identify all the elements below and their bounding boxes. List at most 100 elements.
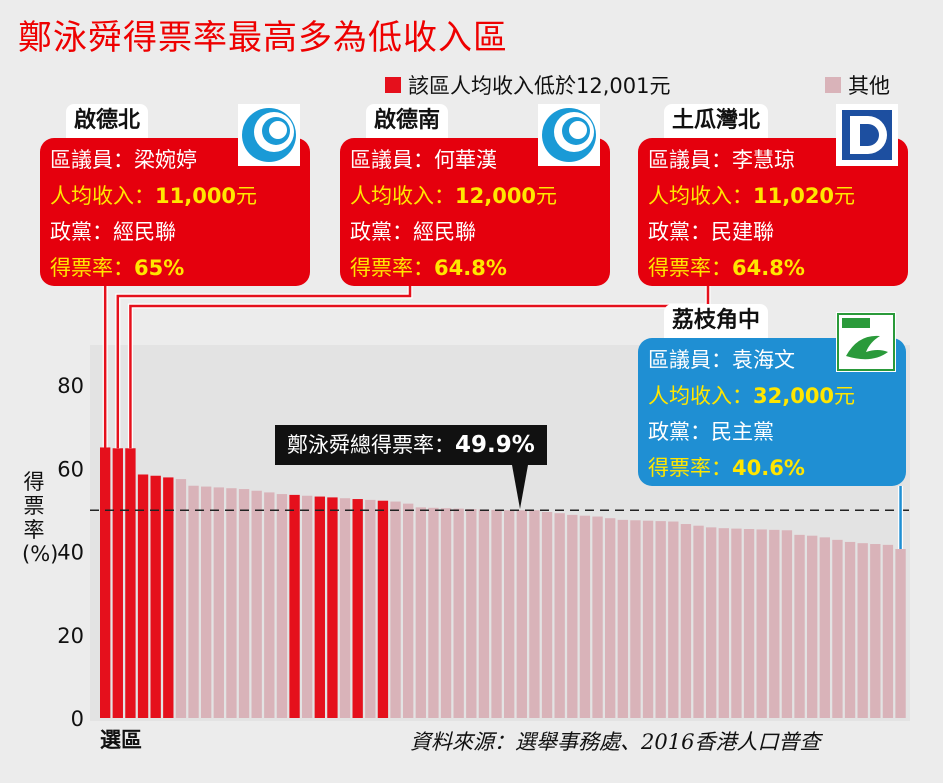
district-card-2: 區議員：何華漢 人均收入：12,000元 政黨：經民聯 得票率：64.8% (340, 138, 610, 286)
bar (541, 511, 553, 718)
bar (731, 528, 742, 718)
y-tick-label: 20 (57, 624, 84, 648)
bar (516, 510, 527, 718)
bar (403, 503, 414, 718)
leader-line (116, 282, 412, 449)
bar (276, 494, 288, 718)
legend-item-other: 其他 (825, 70, 890, 100)
card-row-income: 人均收入：11,020元 (648, 184, 856, 208)
district-tag: 荔枝角中 (664, 304, 769, 338)
bar (605, 518, 616, 718)
bar (706, 527, 717, 718)
card-row-vote: 得票率：64.8% (648, 256, 805, 280)
card-row-party: 政黨：經民聯 (50, 220, 176, 244)
bar (630, 520, 641, 718)
card-row-vote: 得票率：64.8% (350, 256, 507, 280)
bar (466, 509, 477, 718)
bar (655, 521, 666, 718)
bar (112, 448, 123, 718)
card-row-party: 政黨：經民聯 (350, 220, 476, 244)
bar (832, 539, 843, 718)
bar (478, 509, 490, 718)
roundel-logo-icon (238, 104, 300, 166)
district-tag: 啟德南 (366, 104, 449, 138)
y-axis-label: 得票率(%) (22, 470, 59, 566)
y-tick-label: 60 (57, 457, 84, 481)
bar (592, 516, 603, 718)
bar (895, 549, 906, 718)
card-row-income: 人均收入：12,000元 (350, 184, 558, 208)
bar (327, 497, 338, 718)
bar (377, 500, 389, 718)
legend-item-low-income: 該區人均收入低於12,001元 (385, 70, 670, 100)
bar (428, 507, 439, 718)
bar (238, 489, 250, 718)
bar (504, 510, 515, 718)
legend-swatch-red (385, 77, 401, 93)
bar (125, 448, 136, 718)
bar (870, 544, 881, 718)
bar (100, 447, 111, 718)
roundel-logo-icon (538, 104, 600, 166)
annotation-pointer (512, 465, 528, 509)
y-tick-label: 0 (71, 707, 84, 731)
bar (491, 509, 502, 719)
bar (642, 520, 654, 718)
bar (819, 537, 830, 718)
bar (314, 496, 325, 718)
bar (264, 492, 275, 718)
legend-label: 其他 (848, 74, 890, 98)
bar (201, 486, 212, 718)
page-title: 鄭泳舜得票率最高多為低收入區 (18, 18, 508, 58)
district-tag: 啟德北 (66, 104, 149, 138)
bar (567, 514, 578, 718)
card-row-councillor: 區議員：梁婉婷 (50, 148, 197, 172)
bar (882, 544, 894, 718)
bar (251, 490, 262, 718)
card-row-councillor: 區議員：袁海文 (648, 348, 795, 372)
y-tick-label: 40 (57, 541, 84, 565)
bar (352, 499, 363, 718)
card-row-income: 人均收入：11,000元 (50, 184, 258, 208)
card-row-vote: 得票率：65% (50, 256, 185, 280)
district-card-1: 區議員：梁婉婷 人均收入：11,000元 政黨：經民聯 得票率：65% (40, 138, 310, 286)
district-tag: 土瓜灣北 (664, 104, 769, 138)
leader-line (129, 282, 710, 449)
bar (781, 530, 793, 718)
bar (440, 508, 452, 718)
bar (718, 528, 729, 718)
x-axis-label: 選區 (100, 728, 142, 752)
bar (365, 499, 376, 718)
source-note: 資料來源：選舉事務處、2016香港人口普查 (410, 730, 821, 754)
y-tick-label: 80 (57, 374, 84, 398)
bar (163, 477, 174, 718)
bar (390, 501, 401, 718)
bar (188, 485, 199, 718)
bar (415, 507, 426, 718)
bar (743, 529, 755, 718)
bar (769, 529, 780, 718)
dab-logo-icon (836, 104, 898, 166)
bar (226, 488, 237, 718)
bar (302, 495, 313, 718)
card-row-party: 政黨：民建聯 (648, 220, 774, 244)
bar (668, 521, 679, 718)
bar (693, 525, 704, 718)
bar (807, 535, 818, 718)
dove-logo-icon (836, 312, 896, 372)
bar (756, 529, 767, 718)
bar (339, 498, 351, 718)
total-vote-annotation: 鄭泳舜總得票率：49.9% (275, 425, 547, 465)
bar (794, 534, 805, 718)
bar (844, 541, 856, 718)
bar (857, 543, 868, 718)
bar (554, 513, 565, 718)
card-row-income: 人均收入：32,000元 (648, 384, 856, 408)
legend-swatch-pink (825, 77, 841, 93)
bar (680, 524, 692, 718)
card-row-councillor: 區議員：何華漢 (350, 148, 497, 172)
bar (529, 510, 540, 718)
bar (579, 515, 591, 718)
card-row-party: 政黨：民主黨 (648, 420, 774, 444)
